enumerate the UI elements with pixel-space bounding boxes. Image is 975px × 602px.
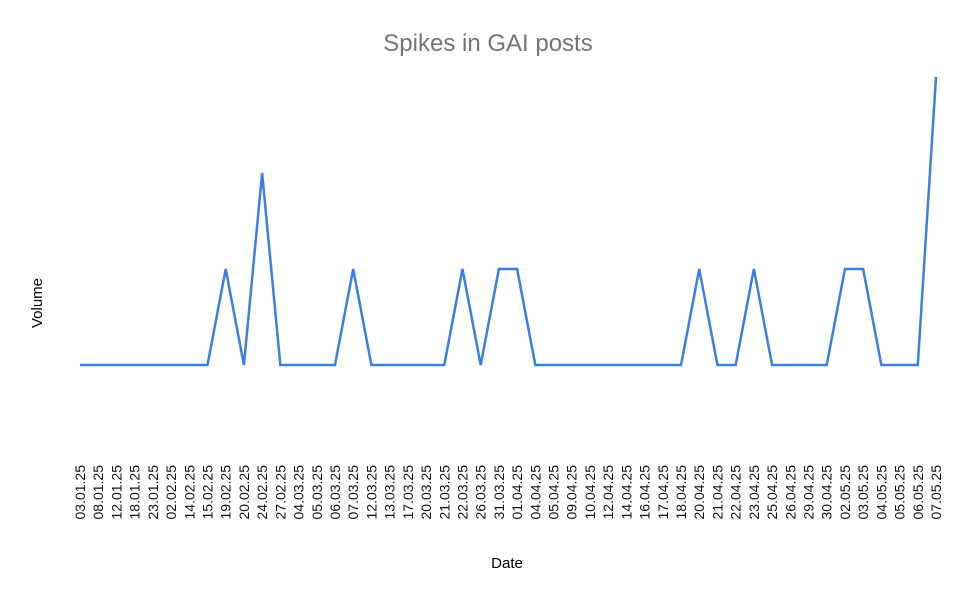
x-tick-label: 14.02.25	[181, 465, 197, 520]
x-tick-label: 29.04.25	[801, 465, 817, 520]
x-tick-label: 07.03.25	[345, 465, 361, 520]
x-tick-label: 16.04.25	[637, 465, 653, 520]
x-tick-label: 07.05.25	[928, 465, 944, 520]
x-tick-label: 03.05.25	[855, 465, 871, 520]
x-tick-label: 01.04.25	[509, 465, 525, 520]
x-tick-label: 13.03.25	[382, 465, 398, 520]
x-tick-label: 26.03.25	[473, 465, 489, 520]
x-tick-label: 04.04.25	[527, 465, 543, 520]
x-tick-label: 09.04.25	[564, 465, 580, 520]
x-tick-label: 08.01.25	[90, 465, 106, 520]
x-tick-label: 15.02.25	[199, 465, 215, 520]
volume-series-line	[80, 76, 938, 367]
x-tick-label: 24.02.25	[254, 465, 270, 520]
x-tick-label: 17.04.25	[655, 465, 671, 520]
x-tick-label: 23.01.25	[145, 465, 161, 520]
x-tick-label: 21.03.25	[436, 465, 452, 520]
x-tick-label: 06.03.25	[327, 465, 343, 520]
x-tick-label: 31.03.25	[491, 465, 507, 520]
x-tick-label: 20.03.25	[418, 465, 434, 520]
x-tick-label: 06.05.25	[910, 465, 926, 520]
x-tick-label: 22.04.25	[728, 465, 744, 520]
x-axis-label: Date	[491, 555, 523, 572]
x-tick-label: 04.05.25	[873, 465, 889, 520]
x-tick-label: 25.04.25	[764, 465, 780, 520]
y-axis-label: Volume	[29, 278, 46, 328]
x-tick-label: 04.03.25	[291, 465, 307, 520]
x-tick-label: 20.02.25	[236, 465, 252, 520]
x-tick-label: 20.04.25	[691, 465, 707, 520]
x-tick-label: 03.01.25	[72, 465, 88, 520]
x-tick-label: 18.04.25	[673, 465, 689, 520]
x-tick-label: 02.02.25	[163, 465, 179, 520]
x-tick-label: 02.05.25	[837, 465, 853, 520]
x-tick-label: 19.02.25	[218, 465, 234, 520]
x-tick-label: 12.04.25	[600, 465, 616, 520]
x-tick-label: 22.03.25	[454, 465, 470, 520]
x-tick-label: 12.03.25	[363, 465, 379, 520]
x-tick-label: 27.02.25	[272, 465, 288, 520]
x-tick-label: 05.03.25	[309, 465, 325, 520]
x-tick-labels: 03.01.25 08.01.25 12.01.25 18.01.25 23.01.25…	[72, 465, 944, 520]
x-tick-label: 12.01.25	[108, 465, 124, 520]
chart-title: Spikes in GAI posts	[383, 30, 592, 57]
x-tick-label: 21.04.25	[709, 465, 725, 520]
x-tick-label: 05.05.25	[892, 465, 908, 520]
x-tick-label: 23.04.25	[746, 465, 762, 520]
x-tick-label: 17.03.25	[400, 465, 416, 520]
x-tick-label: 26.04.25	[782, 465, 798, 520]
x-tick-label: 14.04.25	[618, 465, 634, 520]
x-tick-label: 30.04.25	[819, 465, 835, 520]
x-tick-label: 05.04.25	[546, 465, 562, 520]
x-tick-label: 10.04.25	[582, 465, 598, 520]
x-tick-label: 18.01.25	[127, 465, 143, 520]
